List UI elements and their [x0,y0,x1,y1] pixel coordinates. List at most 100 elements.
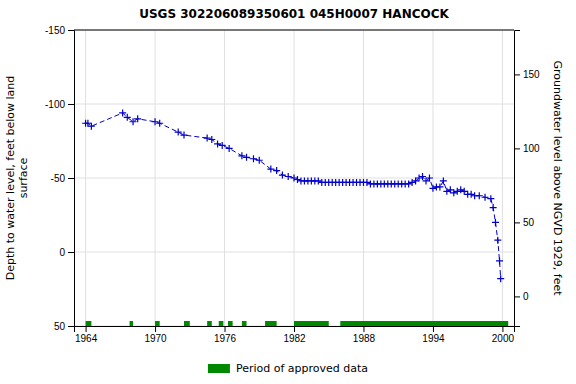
marker [119,109,126,116]
marker [490,204,497,211]
approved-segment [207,321,212,326]
tick: 50 [54,321,74,332]
marker [204,135,211,142]
axis-line [68,31,75,327]
tick-label: -150 [45,25,65,36]
y2-axis: 0 50 100 150 [514,31,540,327]
marker [429,185,436,192]
series-line [86,113,501,279]
marker [219,142,226,149]
tick-label: 1982 [283,333,306,344]
tick: 1982 [283,326,306,344]
approved-segment [294,321,329,326]
marker [214,140,221,147]
marker [208,136,215,143]
marker [256,157,263,164]
tick: 1970 [144,326,167,344]
tick-label: 1988 [353,333,376,344]
marker [419,173,426,180]
tick: -150 [45,25,74,36]
grid [74,30,514,326]
tick-mark [86,326,87,332]
tick: 1994 [422,326,445,344]
tick-label: 1970 [144,333,167,344]
tick-mark [68,30,74,31]
tick: 100 [514,143,540,154]
marker [273,167,280,174]
tick-label: -100 [45,99,65,110]
tick-mark [68,178,74,179]
x-axis: 1964197019761982198819942000 [75,326,515,344]
approved-segment [130,321,133,326]
tick: 0 [59,247,74,258]
tick-label: 0 [59,247,65,258]
tick: -100 [45,99,74,110]
marker [88,123,95,130]
y-axis: 50 0 -50 -100 -150 [45,25,75,332]
tick-mark [514,296,520,297]
marker [487,195,494,202]
approved-segment [219,321,224,326]
marker [267,166,274,173]
approved-segment [155,321,160,326]
tick-mark [433,326,434,332]
tick-mark [514,74,520,75]
marker [156,120,163,127]
marker [443,188,450,195]
approved-segment [86,321,92,326]
marker [409,179,416,186]
approved-segment [340,321,508,326]
axis-line [515,31,521,327]
approved-segment [228,321,233,326]
tick: -50 [51,173,74,184]
marker [440,177,447,184]
marker [279,172,286,179]
tick-mark [68,326,74,327]
tick-mark [225,326,226,332]
marker [454,188,461,195]
markers [82,109,504,282]
marker [492,219,499,226]
legend-item: Period of approved data [208,362,368,375]
tick: 150 [514,69,540,80]
plot-area [82,109,508,326]
tick-label: 0 [523,291,529,302]
tick-mark [502,326,503,332]
tick-mark [514,148,520,149]
grid-line [74,252,514,253]
tick-mark [155,326,156,332]
legend-label: Period of approved data [236,362,368,375]
marker [250,155,257,162]
grid-line [74,104,514,105]
marker [294,176,301,183]
title: USGS 302206089350601 045H0007 HANCOCK [139,7,449,21]
marker [363,179,370,186]
tick-label: 50 [523,217,535,228]
marker [285,173,292,180]
tick-label: 150 [523,69,540,80]
tick: 0 [514,291,529,302]
segments [86,326,509,327]
grid-line [74,30,514,31]
tick-label: 50 [54,321,66,332]
marker [416,175,423,182]
marker [482,194,489,201]
marker [476,192,483,199]
y-axis-title: Depth to water level, feet below landsur… [4,76,30,281]
plot-frame [74,30,514,31]
approved-segment [184,321,190,326]
tick-label: -50 [51,173,66,184]
marker [124,114,131,121]
marker [496,257,503,264]
marker [226,145,233,152]
marker [315,177,322,184]
marker [457,186,464,193]
chart: 1964197019761982198819942000500-50-100-1… [0,0,576,384]
tick-label: 2000 [492,333,515,344]
marker [426,175,433,182]
tick-mark [514,222,520,223]
marker [497,275,504,282]
tick-label: 100 [523,143,540,154]
marker [243,154,250,161]
tick: 1976 [214,326,237,344]
